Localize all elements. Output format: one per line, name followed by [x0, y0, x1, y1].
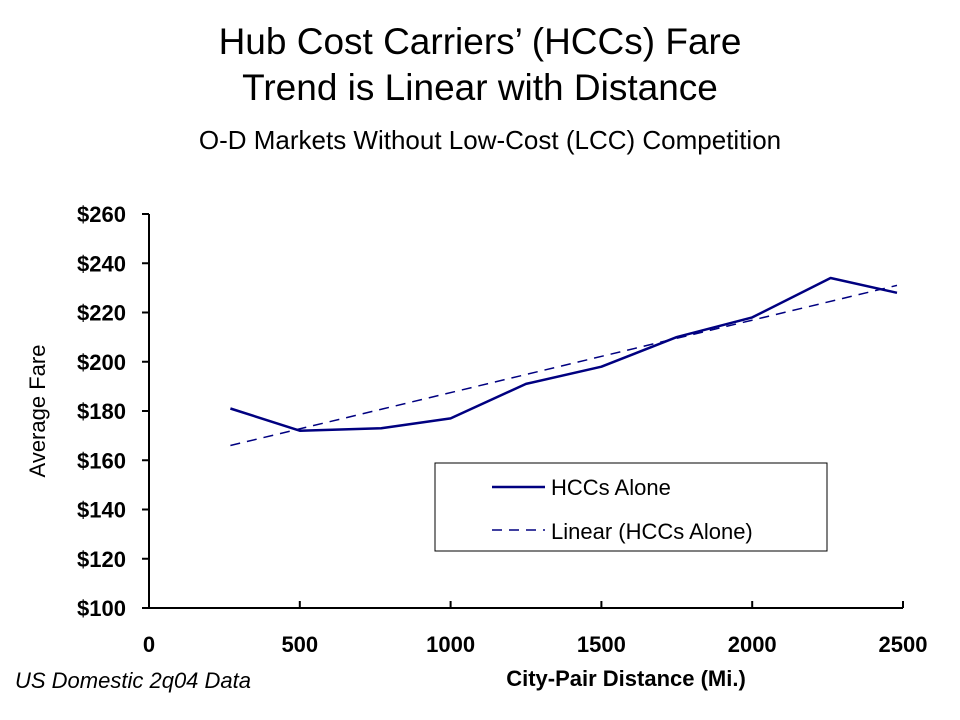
x-tick-label: 1000: [426, 632, 475, 657]
x-tick-label: 1500: [577, 632, 626, 657]
y-tick-label: $180: [77, 399, 126, 424]
x-axis-label: City-Pair Distance (Mi.): [506, 666, 746, 691]
y-tick-label: $120: [77, 547, 126, 572]
legend-box: [434, 462, 828, 552]
legend-label-linear-trend: Linear (HCCs Alone): [551, 519, 753, 544]
data-source-footnote: US Domestic 2q04 Data: [15, 668, 251, 693]
y-tick-label: $240: [77, 251, 126, 276]
x-tick-label: 2000: [728, 632, 777, 657]
y-tick-label: $220: [77, 301, 126, 326]
x-tick-label: 0: [143, 632, 155, 657]
y-tick-label: $100: [77, 596, 126, 621]
chart-subtitle: O-D Markets Without Low-Cost (LCC) Compe…: [198, 125, 782, 155]
series-layer: [230, 276, 898, 447]
y-tick-label: $160: [77, 448, 126, 473]
y-tick-label: $200: [77, 350, 126, 375]
series-line-hccs-alone: [230, 276, 898, 432]
axes: $100 $120 $140 $160 $180 $200 $220 $240 $260 0 500…: [77, 202, 927, 657]
y-tick-label: $140: [77, 498, 126, 523]
x-tick-label: 500: [281, 632, 318, 657]
legend-label-hccs-alone: HCCs Alone: [551, 475, 671, 500]
x-tick-label: 2500: [879, 632, 928, 657]
legend: HCCs Alone Linear (HCCs Alone): [434, 462, 828, 552]
series-line-linear-trend: [230, 284, 898, 447]
y-tick-label: $260: [77, 202, 126, 227]
y-axis-label: Average Fare: [25, 345, 50, 478]
chart-title-line2: Trend is Linear with Distance: [242, 67, 718, 108]
chart-title-line1: Hub Cost Carriers’ (HCCs) Fare: [218, 21, 742, 62]
